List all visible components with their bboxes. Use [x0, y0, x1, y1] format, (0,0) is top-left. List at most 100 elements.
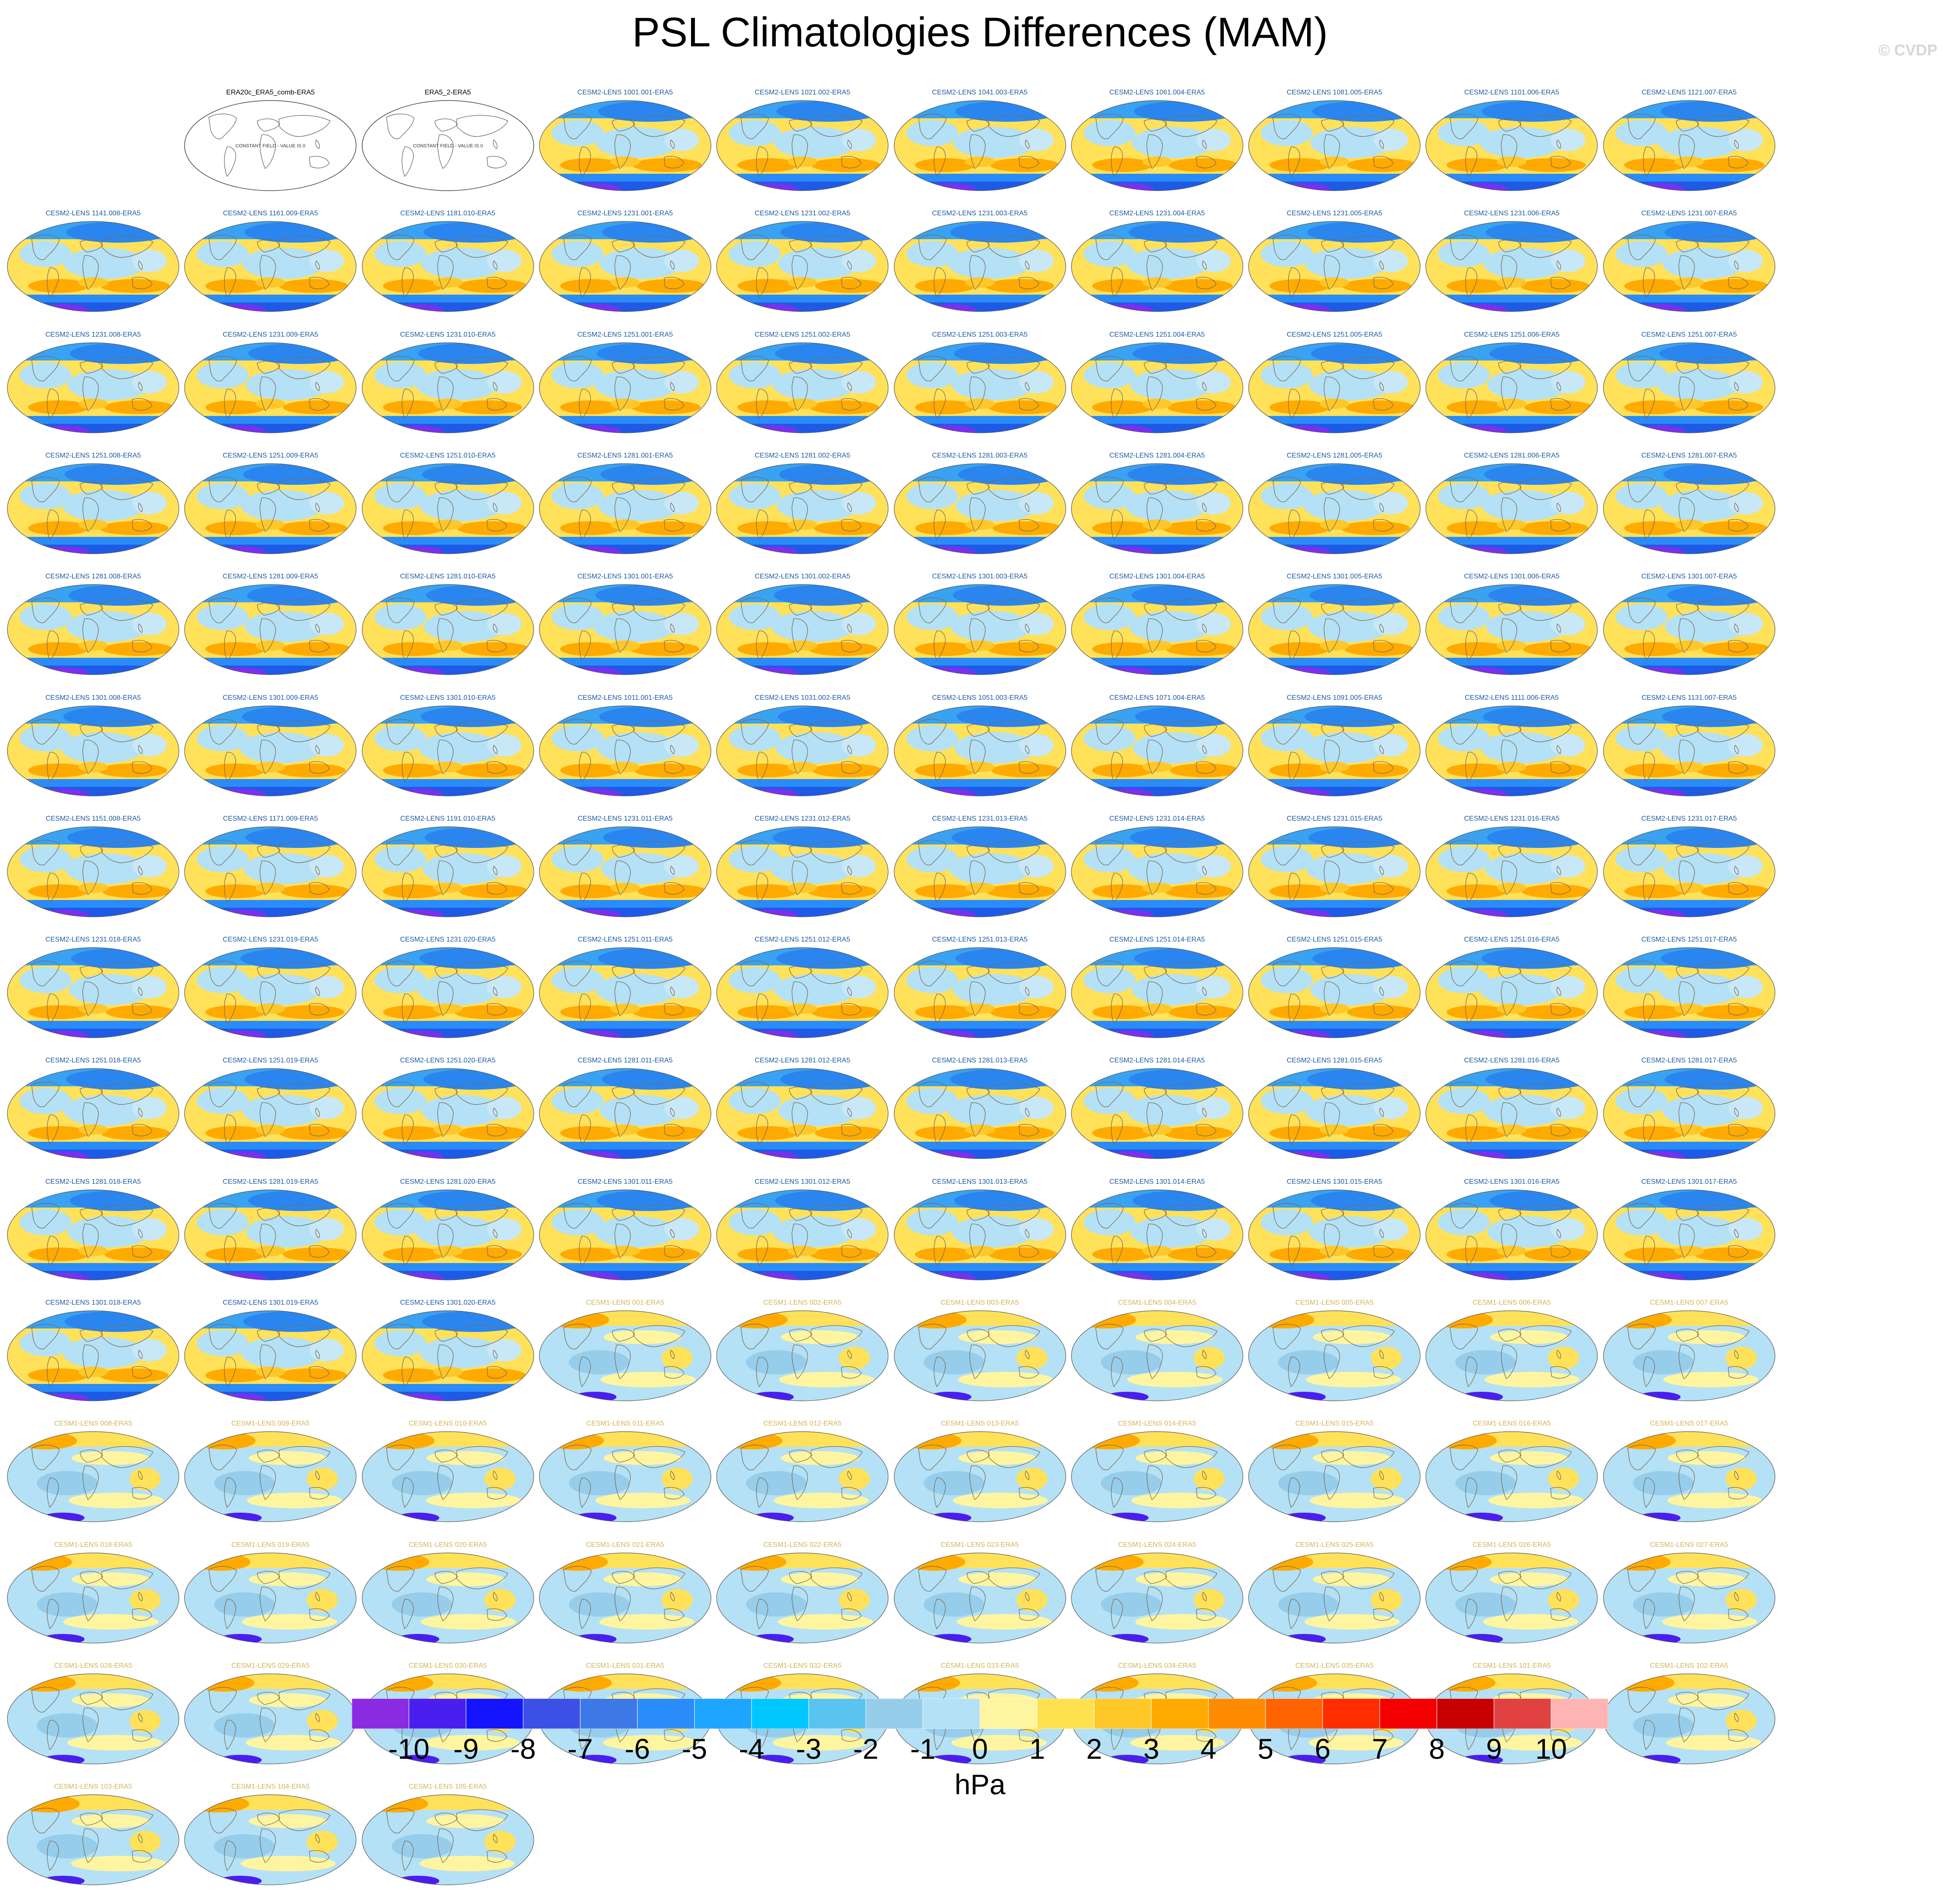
map-panel-grid: ERA20c_ERA5_comb-ERA5 CONSTANT FIELD - VA…: [4, 89, 1778, 1885]
map-panel: CESM2-LENS 1231.020-ERA5: [359, 936, 537, 1053]
map-panel-title: CESM1-LENS 031-ERA5: [586, 1662, 665, 1669]
map-panel-title: CESM1-LENS 004-ERA5: [1118, 1299, 1197, 1306]
map-cesm2: [1603, 342, 1775, 433]
map-cesm2: [7, 1189, 179, 1280]
map-panel: CESM1-LENS 019-ERA5: [182, 1541, 359, 1658]
map-obs: CONSTANT FIELD - VALUE IS 0: [361, 100, 534, 191]
map-panel: CESM1-LENS 017-ERA5: [1600, 1420, 1778, 1537]
map-cesm2: [893, 1189, 1066, 1280]
map-panel-title: CESM2-LENS 1281.003-ERA5: [932, 451, 1028, 459]
map-panel: CESM1-LENS 008-ERA5: [4, 1420, 182, 1537]
map-cesm2: [1071, 1189, 1243, 1280]
map-panel-title: CESM2-LENS 1301.019-ERA5: [223, 1299, 318, 1306]
map-cesm2: [184, 221, 357, 312]
colorbar-swatch: [1265, 1699, 1323, 1729]
map-panel-title: CESM1-LENS 034-ERA5: [1118, 1662, 1197, 1669]
colorbar-tick-label: -2: [853, 1733, 879, 1765]
map-panel: CESM2-LENS 1281.013-ERA5: [891, 1057, 1069, 1174]
map-cesm2: [1425, 463, 1598, 554]
map-panel: CESM2-LENS 1231.006-ERA5: [1423, 210, 1600, 327]
map-cesm2: [1248, 705, 1421, 796]
map-panel: CESM1-LENS 022-ERA5: [714, 1541, 891, 1658]
map-panel-title: CESM2-LENS 1231.019-ERA5: [223, 936, 318, 944]
map-panel: CESM2-LENS 1251.019-ERA5: [182, 1057, 359, 1174]
map-panel-title: ERA20c_ERA5_comb-ERA5: [226, 89, 315, 96]
map-panel: CESM1-LENS 010-ERA5: [359, 1420, 537, 1537]
map-cesm1: [716, 1431, 889, 1522]
map-panel-title: CESM2-LENS 1301.003-ERA5: [932, 573, 1028, 581]
map-cesm1: [1071, 1431, 1243, 1522]
map-cesm2: [361, 584, 534, 675]
map-cesm2: [716, 947, 889, 1038]
map-panel-title: CESM1-LENS 009-ERA5: [231, 1420, 310, 1428]
map-panel: CESM2-LENS 1301.007-ERA5: [1600, 573, 1778, 690]
map-panel: CESM1-LENS 016-ERA5: [1423, 1420, 1600, 1537]
map-panel: CESM2-LENS 1281.015-ERA5: [1246, 1057, 1423, 1174]
map-panel-title: CESM2-LENS 1251.015-ERA5: [1286, 936, 1382, 944]
map-cesm1: [1425, 1552, 1598, 1643]
map-panel: CESM1-LENS 018-ERA5: [4, 1541, 182, 1658]
map-cesm2: [1603, 947, 1775, 1038]
map-panel-title: CESM1-LENS 011-ERA5: [586, 1420, 664, 1428]
map-panel-title: CESM1-LENS 029-ERA5: [231, 1662, 310, 1669]
map-panel-title: CESM2-LENS 1301.010-ERA5: [400, 694, 496, 702]
colorbar-swatch: [466, 1699, 523, 1729]
map-panel-title: CESM1-LENS 103-ERA5: [54, 1783, 133, 1791]
map-panel-title: CESM2-LENS 1041.003-ERA5: [932, 89, 1028, 96]
colorbar-swatch: [1551, 1699, 1608, 1729]
map-cesm1: [7, 1673, 179, 1764]
map-panel-title: CESM1-LENS 015-ERA5: [1295, 1420, 1374, 1428]
map-panel: CESM2-LENS 1231.010-ERA5: [359, 331, 537, 448]
map-panel-title: CESM1-LENS 010-ERA5: [409, 1420, 487, 1428]
map-cesm2: [7, 947, 179, 1038]
map-panel: CESM1-LENS 001-ERA5: [536, 1299, 714, 1416]
map-cesm2: [1425, 1189, 1598, 1280]
map-panel: CESM2-LENS 1281.016-ERA5: [1423, 1057, 1600, 1174]
colorbar-tick-label: -5: [681, 1733, 707, 1765]
map-panel: CESM2-LENS 1301.016-ERA5: [1423, 1178, 1600, 1295]
map-panel-title: CESM2-LENS 1021.002-ERA5: [754, 89, 850, 96]
colorbar-units: hPa: [954, 1768, 1006, 1800]
map-cesm2: [716, 463, 889, 554]
map-panel: CESM2-LENS 1231.017-ERA5: [1600, 815, 1778, 932]
map-panel-title: CESM2-LENS 1301.009-ERA5: [223, 694, 318, 702]
map-panel: CESM2-LENS 1121.007-ERA5: [1600, 89, 1778, 206]
map-panel-title: CESM1-LENS 032-ERA5: [763, 1662, 842, 1669]
map-cesm2: [184, 705, 357, 796]
colorbar-swatch: [1037, 1699, 1095, 1729]
map-panel: ERA20c_ERA5_comb-ERA5 CONSTANT FIELD - VA…: [182, 89, 359, 206]
map-panel-title: CESM2-LENS 1251.005-ERA5: [1286, 331, 1382, 338]
map-panel: CESM1-LENS 009-ERA5: [182, 1420, 359, 1537]
colorbar-swatch: [352, 1699, 409, 1729]
colorbar-tick-label: -10: [388, 1733, 430, 1765]
map-panel: CESM2-LENS 1251.006-ERA5: [1423, 331, 1600, 448]
map-panel: CESM2-LENS 1301.014-ERA5: [1068, 1178, 1246, 1295]
map-panel: CESM1-LENS 026-ERA5: [1423, 1541, 1600, 1658]
map-panel-title: CESM2-LENS 1281.008-ERA5: [45, 573, 141, 581]
map-cesm2: [893, 221, 1066, 312]
map-panel: CESM2-LENS 1231.015-ERA5: [1246, 815, 1423, 932]
map-cesm1: [1248, 1310, 1421, 1401]
map-panel: CESM2-LENS 1231.014-ERA5: [1068, 815, 1246, 932]
map-panel-title: CESM2-LENS 1251.008-ERA5: [45, 451, 141, 459]
colorbar-swatch: [1094, 1699, 1152, 1729]
map-panel: CESM2-LENS 1081.005-ERA5: [1246, 89, 1423, 206]
map-panel-title: CESM1-LENS 016-ERA5: [1473, 1420, 1551, 1428]
map-cesm1: [1248, 1552, 1421, 1643]
map-cesm2: [1603, 463, 1775, 554]
map-panel-title: CESM2-LENS 1171.009-ERA5: [223, 815, 318, 822]
map-panel-title: CESM2-LENS 1231.011-ERA5: [578, 815, 673, 822]
map-cesm1: [1603, 1431, 1775, 1522]
map-cesm2: [361, 826, 534, 917]
map-cesm1: [361, 1431, 534, 1522]
map-cesm2: [184, 342, 357, 433]
map-panel: CESM2-LENS 1031.002-ERA5: [714, 694, 891, 811]
map-cesm1: [1603, 1552, 1775, 1643]
map-panel: CESM2-LENS 1251.012-ERA5: [714, 936, 891, 1053]
map-cesm2: [1248, 826, 1421, 917]
map-panel-title: CESM1-LENS 006-ERA5: [1473, 1299, 1551, 1306]
colorbar-swatch: [980, 1699, 1038, 1729]
map-panel-title: CESM1-LENS 030-ERA5: [409, 1662, 487, 1669]
map-cesm1: [184, 1673, 357, 1764]
colorbar-swatch: [808, 1699, 866, 1729]
